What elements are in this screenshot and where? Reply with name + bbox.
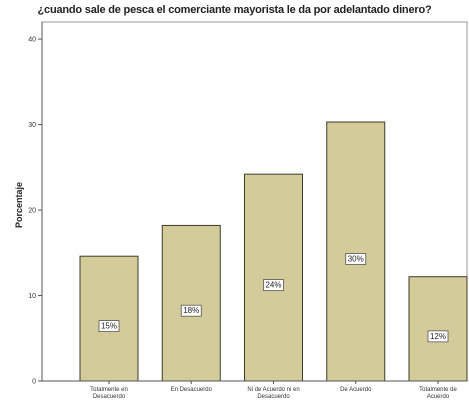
bar: [161, 224, 221, 382]
category-label: Desacuerdo: [93, 394, 126, 400]
category-label: Desacuerdo: [257, 394, 290, 400]
y-tick-label: 20: [28, 208, 36, 215]
data-label: 12%: [427, 330, 449, 343]
y-tick-label: 0: [32, 379, 36, 386]
data-label: 15%: [98, 320, 120, 333]
data-label-text: 12%: [430, 332, 446, 341]
category-label: Ni de Acuerdo ni en: [247, 387, 299, 393]
data-label-text: 24%: [265, 281, 281, 290]
bar: [79, 255, 139, 382]
bars: [79, 121, 468, 382]
data-label-text: 30%: [348, 255, 364, 264]
y-tick-label: 30: [28, 122, 36, 129]
y-tick-label: 10: [28, 293, 36, 300]
category-label: En Desacuerdo: [171, 387, 213, 393]
bar: [244, 173, 303, 382]
category-label: Totalmente de: [419, 387, 457, 393]
y-axis: 0 10 20 30 40: [28, 22, 43, 386]
bar: [408, 276, 468, 382]
data-label-box: [345, 253, 367, 265]
data-label: 30%: [345, 253, 367, 265]
data-label-text: 15%: [101, 322, 117, 331]
y-tick-label: 40: [28, 37, 36, 44]
data-labels: 15% 18% 24% 30% 12%: [98, 253, 449, 343]
data-label: 24%: [263, 279, 284, 291]
data-label-text: 18%: [183, 306, 199, 315]
data-label-box: [263, 279, 284, 291]
data-label-box: [180, 304, 202, 317]
bar: [326, 121, 386, 382]
y-axis-label: Porcentaje: [14, 182, 24, 228]
chart-title: ¿cuando sale de pesca el comerciante may…: [37, 4, 432, 16]
category-label: Totalmente en: [90, 387, 128, 393]
data-label-box: [98, 320, 120, 333]
category-label: De Acuerdo: [340, 387, 372, 393]
category-label: Acuerdo: [427, 394, 450, 400]
data-label-box: [427, 330, 449, 343]
data-label: 18%: [180, 304, 202, 317]
